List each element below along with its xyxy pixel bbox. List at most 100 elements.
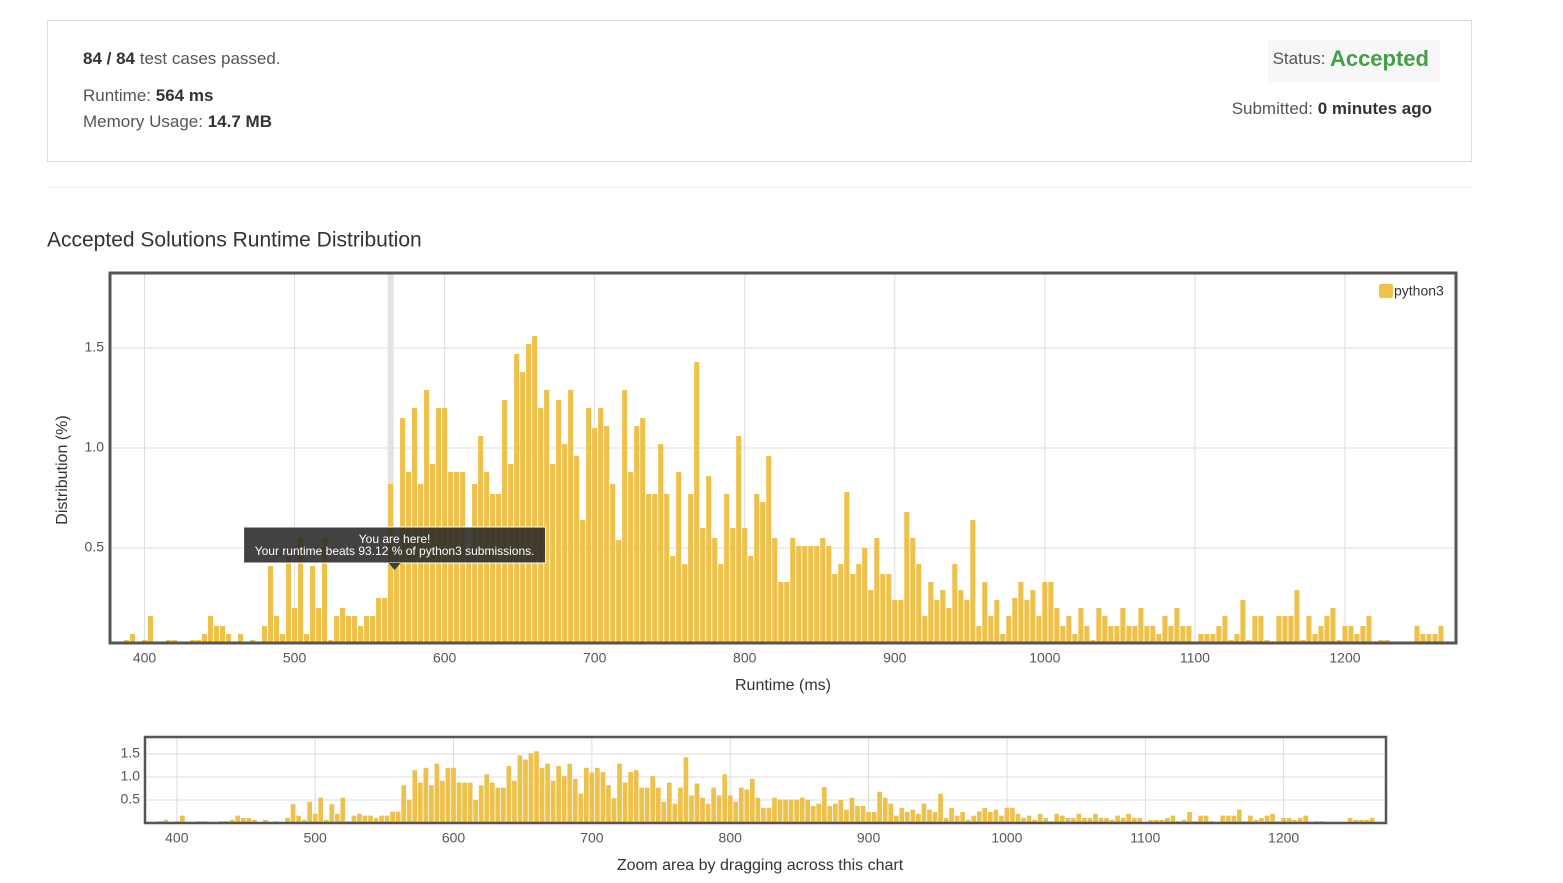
bar	[844, 492, 850, 643]
bar	[346, 616, 352, 643]
bar	[401, 785, 407, 823]
bar	[358, 626, 364, 643]
bar	[1096, 608, 1102, 643]
bar	[1004, 807, 1010, 823]
bar	[868, 590, 874, 643]
bar	[1162, 616, 1168, 643]
bar	[1432, 634, 1438, 643]
bar	[940, 590, 946, 643]
bar	[310, 566, 316, 643]
bar	[1037, 813, 1043, 823]
bar	[777, 799, 783, 823]
bar	[1330, 608, 1336, 643]
bar	[207, 616, 214, 643]
bar	[1210, 634, 1216, 643]
bar	[268, 566, 274, 643]
bar	[733, 801, 739, 823]
bar	[1187, 811, 1192, 823]
x-tick-label: 700	[580, 830, 604, 846]
bar	[1006, 616, 1012, 643]
bar	[844, 809, 849, 823]
bar	[706, 476, 712, 643]
bar	[574, 456, 580, 643]
bar	[1288, 616, 1294, 643]
bar	[1108, 626, 1114, 643]
bar	[738, 787, 744, 823]
bar	[395, 811, 401, 823]
bar	[1015, 813, 1021, 823]
bar	[748, 556, 754, 643]
bar	[334, 813, 340, 823]
bar	[1276, 616, 1282, 643]
x-tick-label: 1000	[991, 830, 1022, 846]
bar	[1070, 817, 1076, 823]
bar	[506, 765, 512, 823]
bar	[1120, 817, 1126, 823]
bar	[893, 815, 899, 823]
x-tick-label: 400	[133, 650, 157, 666]
bar	[1072, 634, 1078, 643]
bar	[754, 494, 760, 643]
x-tick-label: 1100	[1130, 830, 1160, 846]
bar	[163, 819, 169, 823]
bar	[689, 795, 694, 823]
bar	[1137, 817, 1143, 823]
bar	[850, 574, 856, 643]
bar	[329, 804, 335, 823]
highlight-band	[387, 273, 394, 643]
bar	[783, 799, 788, 823]
bar	[561, 776, 567, 823]
x-tick-label: 900	[883, 650, 907, 666]
y-tick-label: 1.5	[85, 339, 105, 355]
bar	[965, 819, 971, 823]
bar	[976, 626, 982, 643]
bar	[445, 767, 451, 823]
bar	[943, 817, 949, 823]
bar	[838, 564, 844, 643]
bar	[634, 426, 640, 643]
bar	[904, 811, 910, 823]
bar	[676, 472, 682, 643]
bar	[201, 634, 208, 643]
x-tick-label: 900	[857, 830, 881, 846]
bar	[251, 819, 257, 823]
bar	[1292, 819, 1298, 823]
bar	[644, 787, 650, 823]
bar	[1078, 608, 1084, 643]
plot-border	[143, 735, 1388, 825]
bar	[742, 528, 748, 643]
bar	[1198, 815, 1203, 823]
bar	[1364, 819, 1369, 823]
bar	[805, 799, 811, 823]
navigator-caption: Zoom area by dragging across this chart	[617, 857, 904, 874]
bar	[262, 626, 268, 643]
bar	[1240, 600, 1246, 643]
bar	[1144, 626, 1150, 643]
bar	[424, 390, 430, 643]
bar	[750, 778, 755, 823]
bar	[307, 801, 312, 823]
bar	[655, 787, 661, 823]
passed-line: 84 / 84 test cases passed.	[83, 49, 281, 68]
bar	[412, 770, 418, 823]
bar	[539, 767, 545, 823]
status-value[interactable]: Accepted	[1330, 46, 1429, 71]
bar	[1312, 634, 1318, 643]
bar	[598, 408, 604, 643]
bar	[960, 811, 966, 823]
bar	[368, 815, 373, 823]
bar	[296, 815, 301, 823]
bar	[604, 426, 610, 643]
bar	[700, 797, 705, 823]
bar	[304, 634, 310, 643]
bar	[1148, 819, 1154, 823]
bar	[466, 548, 472, 643]
bar	[849, 797, 855, 823]
bar	[478, 785, 484, 823]
bar	[1042, 582, 1048, 643]
bar	[1066, 616, 1072, 643]
bar	[666, 782, 672, 823]
bar	[622, 782, 628, 823]
bar	[586, 408, 592, 643]
bar	[1165, 817, 1170, 823]
